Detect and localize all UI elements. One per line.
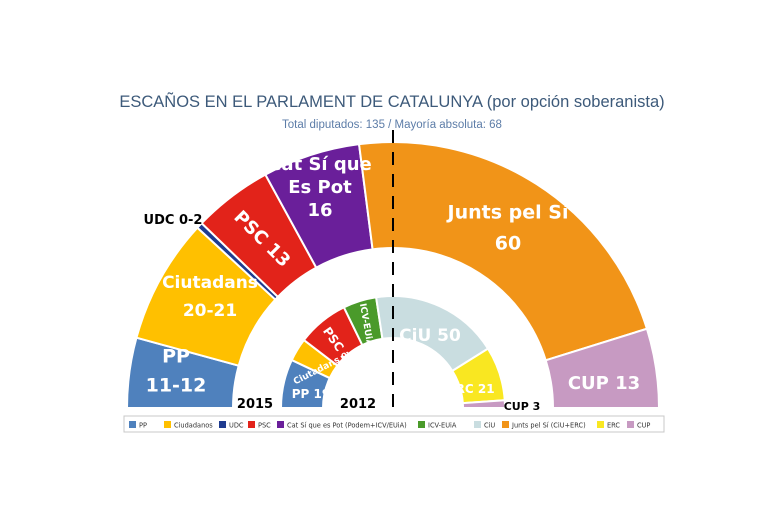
legend: PP Ciudadanos UDC PSC Cat Sí que es Pot (Pod… [123, 415, 665, 433]
legend-swatch-psc [248, 421, 255, 428]
label-2015-junts-pel-s: Junts pel Sí 60 [446, 202, 570, 255]
legend-label-junts-pel-s-ciu-erc: Junts pel Sí (CiU+ERC) [511, 422, 586, 430]
label-line: CUP 3 [504, 400, 541, 413]
label-line: 16 [307, 200, 332, 221]
legend-swatch-ciu [474, 421, 481, 428]
label-line: ERC 21 [447, 382, 494, 396]
legend-label-psc: PSC [258, 422, 271, 430]
legend-label-icv-euia: ICV-EUiA [428, 422, 457, 430]
legend-swatch-junts-pel-s-ciu-erc [502, 421, 509, 428]
legend-swatch-cup [627, 421, 634, 428]
segment-2015-cup [544, 327, 661, 409]
label-line: UDC 0-2 [144, 213, 203, 228]
legend-swatch-icv-euia [418, 421, 425, 428]
legend-swatch-pp [129, 421, 136, 428]
label-2012-ciu: CiU 50 [399, 326, 461, 346]
year-label-2015: 2015 [237, 397, 273, 412]
legend-box [123, 415, 665, 433]
label-line: CiU 50 [399, 326, 461, 346]
label-2012-pp: PP 19 [292, 387, 330, 401]
legend-swatch-udc [219, 421, 226, 428]
legend-label-ciu: CiU [484, 422, 495, 430]
label-2012-cup: CUP 3 [504, 400, 541, 413]
label-line: 11-12 [146, 375, 207, 397]
legend-swatch-ciudadanos [164, 421, 171, 428]
label-line: PP [162, 346, 190, 368]
label-2015-pp: PP 11-12 [146, 346, 207, 397]
chart-title: ESCAÑOS EN EL PARLAMENT DE CATALUNYA (po… [119, 91, 664, 111]
ring-2012 [279, 295, 507, 409]
label-line: Cat Sí que [268, 154, 372, 175]
legend-swatch-cat-s-que-es-pot-podem-icv-euia [277, 421, 284, 428]
label-line: PP 19 [292, 387, 330, 401]
legend-label-pp: PP [139, 422, 147, 430]
segment-2012-cup [461, 399, 507, 409]
label-2015-cat-s-que-es-pot: Cat Sí que Es Pot 16 [268, 154, 372, 221]
label-line: 20-21 [183, 301, 237, 321]
label-2012-erc: ERC 21 [447, 382, 494, 396]
label-2015-cup: CUP 13 [568, 373, 640, 394]
legend-label-cup: CUP [637, 422, 650, 430]
segment-2015-junts-pel-s [357, 141, 649, 362]
chart-subtitle: Total diputados: 135 / Mayoría absoluta:… [282, 119, 502, 131]
ring-2015 [125, 141, 661, 409]
legend-label-erc: ERC [607, 422, 620, 430]
label-line: Junts pel Sí [446, 202, 570, 224]
label-2015-udc: UDC 0-2 [144, 213, 203, 228]
label-2015-ciudadanos: Ciutadans 20-21 [162, 273, 258, 321]
legend-label-cat-s-que-es-pot-podem-icv-euia: Cat Sí que es Pot (Podem+ICV/EUiA) [287, 422, 407, 430]
year-label-2012: 2012 [340, 397, 376, 412]
label-line: Ciutadans [162, 273, 258, 293]
label-line: Es Pot [288, 177, 352, 198]
label-line: 60 [495, 233, 521, 255]
label-line: CUP 13 [568, 373, 640, 394]
legend-label-udc: UDC [229, 422, 244, 430]
legend-label-ciudadanos: Ciudadanos [174, 422, 213, 430]
legend-swatch-erc [597, 421, 604, 428]
